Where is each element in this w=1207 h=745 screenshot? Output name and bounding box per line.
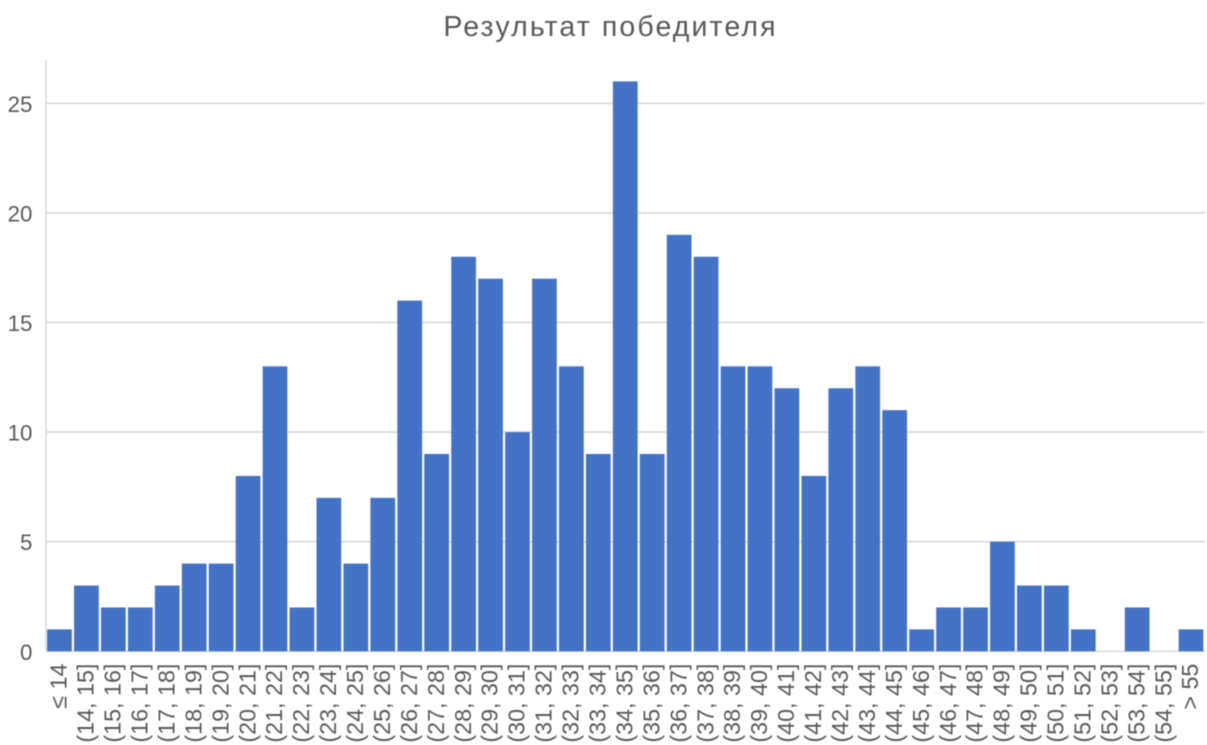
- svg-text:(16, 17]: (16, 17]: [127, 664, 153, 743]
- svg-text:20: 20: [8, 201, 33, 226]
- svg-text:(46, 47]: (46, 47]: [935, 664, 961, 743]
- svg-text:≤ 14: ≤ 14: [46, 664, 72, 709]
- svg-text:(35, 36]: (35, 36]: [638, 664, 664, 743]
- svg-text:(20, 21]: (20, 21]: [234, 664, 260, 743]
- svg-text:(40, 41]: (40, 41]: [773, 664, 799, 743]
- svg-text:(48, 49]: (48, 49]: [989, 664, 1015, 743]
- svg-text:Результат победителя: Результат победителя: [443, 11, 777, 43]
- svg-text:(44, 45]: (44, 45]: [881, 664, 907, 743]
- svg-text:(50, 51]: (50, 51]: [1043, 664, 1069, 743]
- svg-text:(47, 48]: (47, 48]: [962, 664, 988, 743]
- svg-text:(15, 16]: (15, 16]: [100, 664, 126, 743]
- svg-text:(24, 25]: (24, 25]: [342, 664, 368, 743]
- svg-text:> 55: > 55: [1177, 664, 1203, 710]
- svg-text:0: 0: [20, 640, 32, 665]
- svg-text:(29, 30]: (29, 30]: [477, 664, 503, 743]
- svg-text:(34, 35]: (34, 35]: [611, 664, 637, 743]
- svg-text:10: 10: [8, 421, 33, 446]
- svg-text:(51, 52]: (51, 52]: [1069, 664, 1095, 743]
- svg-text:(49, 50]: (49, 50]: [1016, 664, 1042, 743]
- svg-text:(30, 31]: (30, 31]: [504, 664, 530, 743]
- svg-text:(37, 38]: (37, 38]: [692, 664, 718, 743]
- svg-text:(45, 46]: (45, 46]: [908, 664, 934, 743]
- svg-text:(41, 42]: (41, 42]: [800, 664, 826, 743]
- svg-text:(54, 55]: (54, 55]: [1150, 664, 1176, 743]
- svg-text:(27, 28]: (27, 28]: [423, 664, 449, 743]
- svg-text:(26, 27]: (26, 27]: [396, 664, 422, 743]
- svg-text:(23, 24]: (23, 24]: [315, 664, 341, 743]
- svg-text:(19, 20]: (19, 20]: [207, 664, 233, 743]
- svg-text:(21, 22]: (21, 22]: [261, 664, 287, 743]
- svg-text:(39, 40]: (39, 40]: [746, 664, 772, 743]
- svg-text:25: 25: [8, 92, 33, 117]
- svg-text:(28, 29]: (28, 29]: [450, 664, 476, 743]
- svg-text:15: 15: [8, 311, 33, 336]
- svg-text:5: 5: [20, 530, 32, 555]
- svg-text:(52, 53]: (52, 53]: [1096, 664, 1122, 743]
- svg-text:(18, 19]: (18, 19]: [180, 664, 206, 743]
- svg-text:(17, 18]: (17, 18]: [153, 664, 179, 743]
- svg-text:(31, 32]: (31, 32]: [531, 664, 557, 743]
- svg-text:(43, 44]: (43, 44]: [854, 664, 880, 743]
- svg-text:(32, 33]: (32, 33]: [558, 664, 584, 743]
- svg-text:(33, 34]: (33, 34]: [585, 664, 611, 743]
- svg-text:(25, 26]: (25, 26]: [369, 664, 395, 743]
- svg-text:(53, 54]: (53, 54]: [1123, 664, 1149, 743]
- svg-text:(22, 23]: (22, 23]: [288, 664, 314, 743]
- svg-text:(14, 15]: (14, 15]: [73, 664, 99, 743]
- svg-text:(42, 43]: (42, 43]: [827, 664, 853, 743]
- svg-text:(38, 39]: (38, 39]: [719, 664, 745, 743]
- svg-text:(36, 37]: (36, 37]: [665, 664, 691, 743]
